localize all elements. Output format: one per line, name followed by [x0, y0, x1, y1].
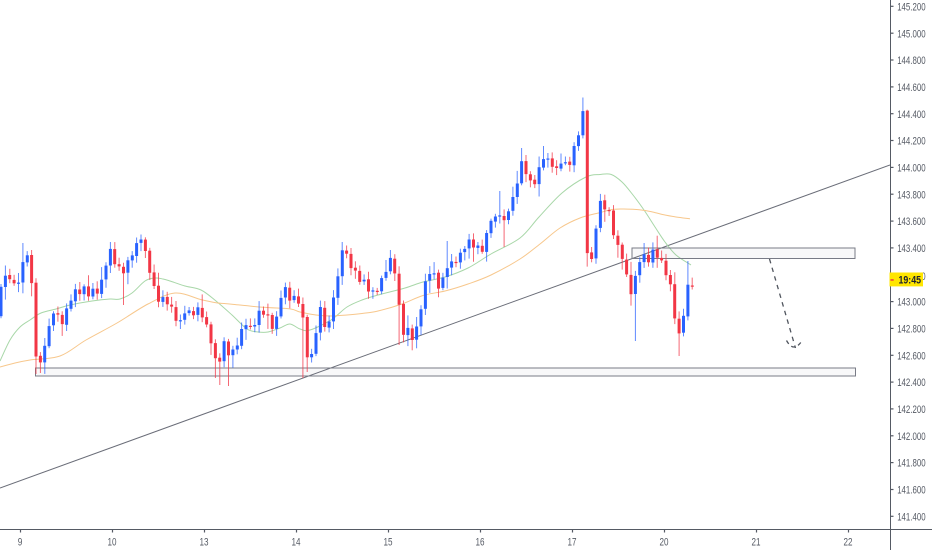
svg-text:143.400: 143.400	[897, 243, 925, 255]
svg-text:141.400: 141.400	[897, 511, 925, 523]
svg-text:143.000: 143.000	[897, 297, 925, 309]
svg-text:142.800: 142.800	[897, 324, 925, 336]
svg-text:142.400: 142.400	[897, 377, 925, 389]
svg-text:143.800: 143.800	[897, 189, 925, 201]
svg-text:16: 16	[476, 536, 485, 548]
svg-text:17: 17	[568, 536, 577, 548]
svg-text:144.400: 144.400	[897, 109, 925, 121]
svg-text:14: 14	[292, 536, 301, 548]
svg-text:15: 15	[384, 536, 393, 548]
svg-text:142.200: 142.200	[897, 404, 925, 416]
svg-text:142.600: 142.600	[897, 350, 925, 362]
svg-text:19:45: 19:45	[899, 275, 922, 287]
svg-text:9: 9	[18, 536, 23, 548]
svg-text:13: 13	[200, 536, 209, 548]
svg-text:144.000: 144.000	[897, 163, 925, 175]
svg-text:141.800: 141.800	[897, 458, 925, 470]
svg-text:21: 21	[752, 536, 761, 548]
svg-text:145.200: 145.200	[897, 1, 925, 13]
svg-text:141.600: 141.600	[897, 485, 925, 497]
svg-text:144.600: 144.600	[897, 82, 925, 94]
svg-text:145.000: 145.000	[897, 28, 925, 40]
svg-text:20: 20	[660, 536, 669, 548]
svg-text:142.000: 142.000	[897, 431, 925, 443]
svg-text:144.800: 144.800	[897, 55, 925, 67]
svg-text:144.200: 144.200	[897, 136, 925, 148]
svg-text:10: 10	[108, 536, 117, 548]
svg-text:143.600: 143.600	[897, 216, 925, 228]
svg-text:22: 22	[844, 536, 853, 548]
